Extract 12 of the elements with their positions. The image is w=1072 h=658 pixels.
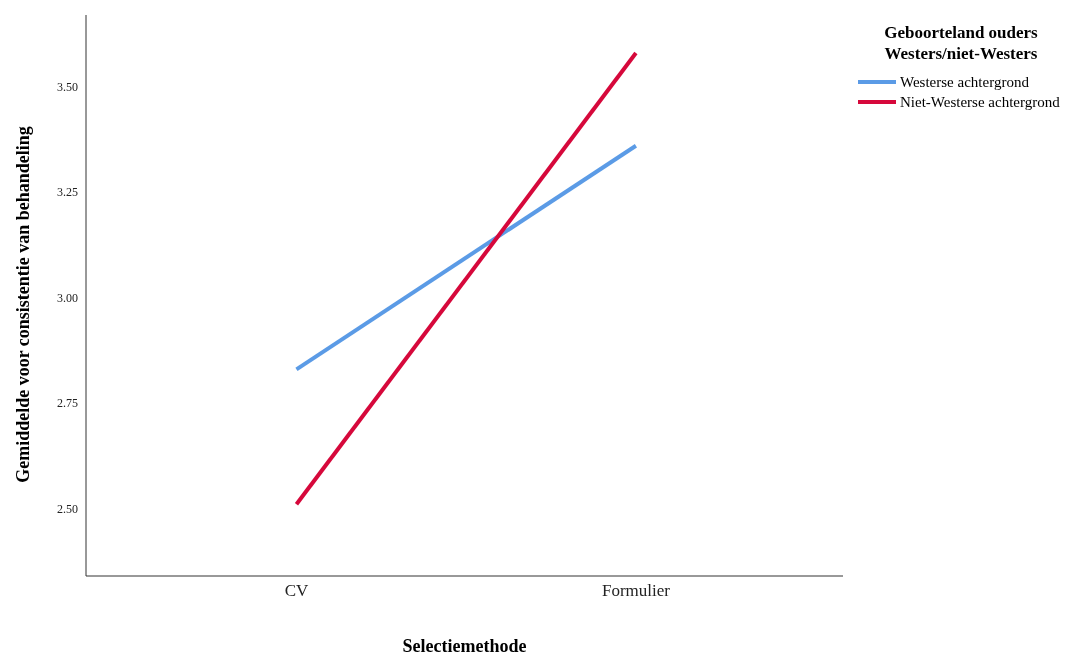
y-tick-label: 2.75 xyxy=(57,396,78,411)
y-tick-label: 2.50 xyxy=(57,501,78,516)
x-tick-label: CV xyxy=(284,581,309,601)
y-tick-label: 3.25 xyxy=(57,185,78,200)
y-tick-label: 3.50 xyxy=(57,79,78,94)
y-axis-title: Gemiddelde voor consistentie van behandeling xyxy=(12,125,34,483)
legend-title: Geboorteland ouders Westers/niet-Westers xyxy=(883,22,1039,64)
x-axis-title: Selectiemethode xyxy=(401,636,528,657)
legend-label: Niet-Westerse achtergrond xyxy=(900,93,1060,111)
x-tick-label: Formulier xyxy=(601,581,671,601)
y-tick-label: 3.00 xyxy=(57,290,78,305)
legend-label: Westerse achtergrond xyxy=(900,73,1029,91)
